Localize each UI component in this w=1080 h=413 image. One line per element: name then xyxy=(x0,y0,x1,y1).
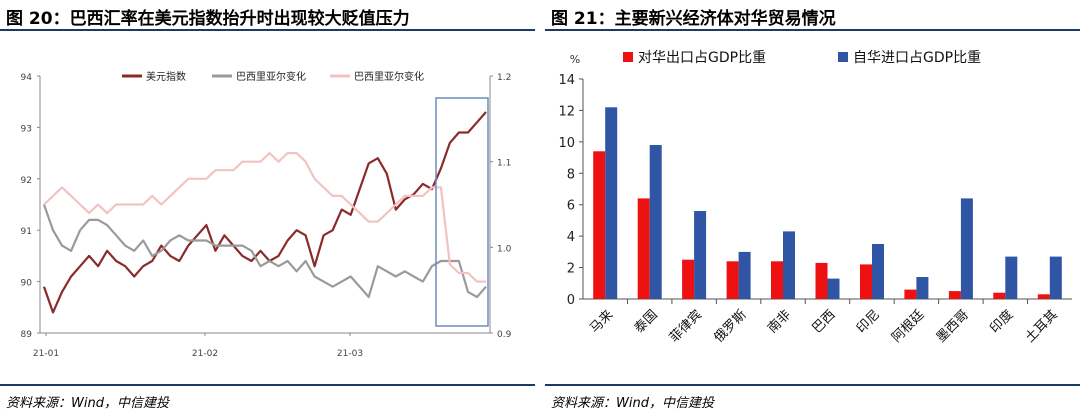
legend-label: 巴西里亚尔变化 xyxy=(354,70,424,83)
bar-import xyxy=(694,211,707,299)
right-y-tick-label: 1.2 xyxy=(497,73,511,83)
x-tick-label: 21-01 xyxy=(33,349,59,359)
legend-swatch xyxy=(623,52,633,62)
left-y-tick-label: 91 xyxy=(21,227,32,237)
right-figure-title: 图 21：主要新兴经济体对华贸易情况 xyxy=(551,9,836,29)
bar-export xyxy=(637,198,650,299)
bar-import xyxy=(872,244,884,299)
bar-export xyxy=(860,264,872,299)
left-source-note: 资料来源：Wind，中信建投 xyxy=(6,396,169,411)
right-source-note: 资料来源：Wind，中信建投 xyxy=(551,396,714,411)
bar-export xyxy=(904,289,917,299)
y-tick-label: 2 xyxy=(567,262,575,277)
left-panel: 图 20：巴西汇率在美元指数抬升时出现较大贬值压力 94 93 92 91 90 89 1.… xyxy=(0,0,535,413)
category-label: 阿根廷 xyxy=(889,307,927,345)
right-title-rule xyxy=(545,29,1080,31)
right-y-tick-label: 0.9 xyxy=(497,330,512,340)
bar-import xyxy=(1005,256,1018,299)
right-panel: 图 21：主要新兴经济体对华贸易情况 % 0 2 4 6 8 10 12 14 马来 泰国 菲律宾 俄罗… xyxy=(545,0,1080,413)
x-tick-label: 21-02 xyxy=(192,349,218,359)
category-label: 马来 xyxy=(587,307,616,336)
category-label: 墨西哥 xyxy=(934,307,972,345)
series-line-3 xyxy=(43,151,486,283)
highlight-box xyxy=(435,97,489,327)
category-label: 菲律宾 xyxy=(666,307,705,346)
left-bottom-rule xyxy=(0,384,535,386)
bar-export xyxy=(1037,294,1050,299)
category-label: 俄罗斯 xyxy=(711,307,749,345)
legend-label: 巴西里亚尔变化 xyxy=(236,70,306,83)
bar-export xyxy=(771,261,783,299)
left-y-tick-label: 89 xyxy=(21,330,33,340)
bar-export xyxy=(815,262,828,299)
y-tick-label: 12 xyxy=(558,104,575,119)
legend-swatch xyxy=(838,52,848,62)
category-label: 印尼 xyxy=(854,307,883,336)
series-line-1 xyxy=(42,111,487,314)
y-tick-label: 14 xyxy=(558,73,575,88)
legend-label: 美元指数 xyxy=(146,70,186,83)
bar-export xyxy=(948,291,961,299)
left-title-rule xyxy=(0,29,535,31)
category-label: 土耳其 xyxy=(1023,307,1061,345)
y-tick-label: 6 xyxy=(567,199,575,214)
category-label: 巴西 xyxy=(810,307,839,336)
bar-export xyxy=(682,259,695,299)
bar-import xyxy=(738,251,751,299)
left-y-tick-label: 93 xyxy=(21,124,32,134)
bar-import xyxy=(649,145,662,299)
y-tick-label: 10 xyxy=(558,136,575,151)
bar-export xyxy=(993,292,1006,299)
right-bottom-rule xyxy=(545,384,1080,386)
legend-label: 自华进口占GDP比重 xyxy=(853,50,981,66)
bar-import xyxy=(960,198,973,299)
series-line-2 xyxy=(42,204,487,299)
right-bar-chart: % 0 2 4 6 8 10 12 14 马来 泰国 菲律宾 俄罗斯 南非 巴西 印尼 阿根廷 墨西哥 印度 土耳其 对… xyxy=(558,50,1072,346)
bar-import xyxy=(827,278,840,299)
y-axis-unit: % xyxy=(570,53,580,66)
left-y-tick-label: 94 xyxy=(21,73,33,83)
bar-export xyxy=(593,151,606,299)
left-figure-title: 图 20：巴西汇率在美元指数抬升时出现较大贬值压力 xyxy=(6,9,410,29)
y-tick-label: 4 xyxy=(567,230,575,245)
category-label: 印度 xyxy=(987,307,1017,337)
bar-import xyxy=(1049,256,1062,299)
y-tick-label: 0 xyxy=(567,293,575,308)
right-y-tick-label: 1.0 xyxy=(497,244,512,254)
left-y-tick-label: 90 xyxy=(21,279,33,289)
left-y-tick-label: 92 xyxy=(21,176,32,186)
right-y-tick-label: 1.1 xyxy=(497,159,511,169)
bar-import xyxy=(783,231,795,299)
bar-import xyxy=(916,277,929,299)
x-tick-label: 21-03 xyxy=(337,349,363,359)
y-tick-label: 8 xyxy=(567,167,575,182)
category-label: 泰国 xyxy=(632,307,661,336)
category-label: 南非 xyxy=(764,307,794,337)
legend-label: 对华出口占GDP比重 xyxy=(638,50,766,66)
bar-import xyxy=(605,107,618,299)
bar-export xyxy=(726,261,739,299)
left-line-chart: 94 93 92 91 90 89 1.2 1.1 1.0 0.9 21-01 21-02 21-03 美… xyxy=(21,70,512,359)
